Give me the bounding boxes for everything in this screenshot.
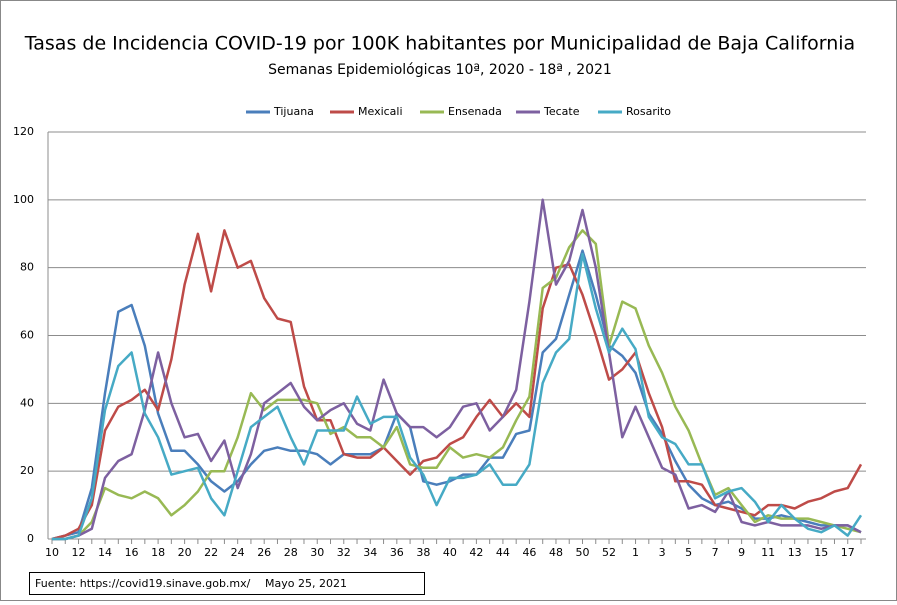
legend-label: Tijuana <box>273 105 314 118</box>
series-line <box>52 198 862 541</box>
x-tick-label: 11 <box>761 546 775 559</box>
x-tick-label: 34 <box>363 546 377 559</box>
x-tick-label: 36 <box>390 546 404 559</box>
y-tick-label: 100 <box>13 193 34 206</box>
x-tick-label: 28 <box>284 546 298 559</box>
legend-label: Tecate <box>543 105 580 118</box>
x-tick-label: 24 <box>231 546 245 559</box>
chart-title: Tasas de Incidencia COVID-19 por 100K ha… <box>24 33 855 55</box>
y-tick-label: 0 <box>27 532 34 545</box>
series-line <box>52 229 862 541</box>
x-tick-label: 22 <box>204 546 218 559</box>
x-tick-label: 44 <box>496 546 510 559</box>
y-tick-label: 20 <box>20 464 34 477</box>
x-tick-label: 13 <box>788 546 802 559</box>
x-tick-label: 52 <box>602 546 616 559</box>
legend-label: Mexicali <box>358 105 403 118</box>
x-tick-label: 50 <box>575 546 589 559</box>
series-line <box>51 229 863 541</box>
x-tick-label: 9 <box>738 546 745 559</box>
x-tick-label: 42 <box>469 546 483 559</box>
x-tick-label: 16 <box>125 546 139 559</box>
x-tick-label: 26 <box>257 546 271 559</box>
x-tick-label: 7 <box>712 546 719 559</box>
legend-label: Ensenada <box>448 105 502 118</box>
x-tick-label: 1 <box>632 546 639 559</box>
x-tick-label: 30 <box>310 546 324 559</box>
y-tick-label: 40 <box>20 396 34 409</box>
x-tick-label: 32 <box>337 546 351 559</box>
y-tick-label: 60 <box>20 329 34 342</box>
y-tick-label: 120 <box>13 125 34 138</box>
x-tick-label: 40 <box>443 546 457 559</box>
x-tick-label: 18 <box>151 546 165 559</box>
x-tick-label: 17 <box>841 546 855 559</box>
x-tick-label: 15 <box>814 546 828 559</box>
x-tick-label: 10 <box>45 546 59 559</box>
series-line <box>52 252 863 541</box>
x-tick-label: 12 <box>72 546 86 559</box>
x-tick-label: 14 <box>98 546 112 559</box>
x-tick-label: 20 <box>178 546 192 559</box>
source-box <box>29 572 425 595</box>
x-tick-label: 5 <box>685 546 692 559</box>
x-tick-label: 3 <box>659 546 666 559</box>
legend-label: Rosarito <box>626 105 671 118</box>
x-tick-label: 38 <box>416 546 430 559</box>
source: Fuente: https://covid19.sinave.gob.mx/ <box>35 577 251 590</box>
y-tick-label: 80 <box>20 261 34 274</box>
date: Mayo 25, 2021 <box>265 577 347 590</box>
x-tick-label: 48 <box>549 546 563 559</box>
chart-subtitle: Semanas Epidemiológicas 10ª, 2020 - 18ª … <box>268 62 612 78</box>
x-tick-label: 46 <box>522 546 536 559</box>
